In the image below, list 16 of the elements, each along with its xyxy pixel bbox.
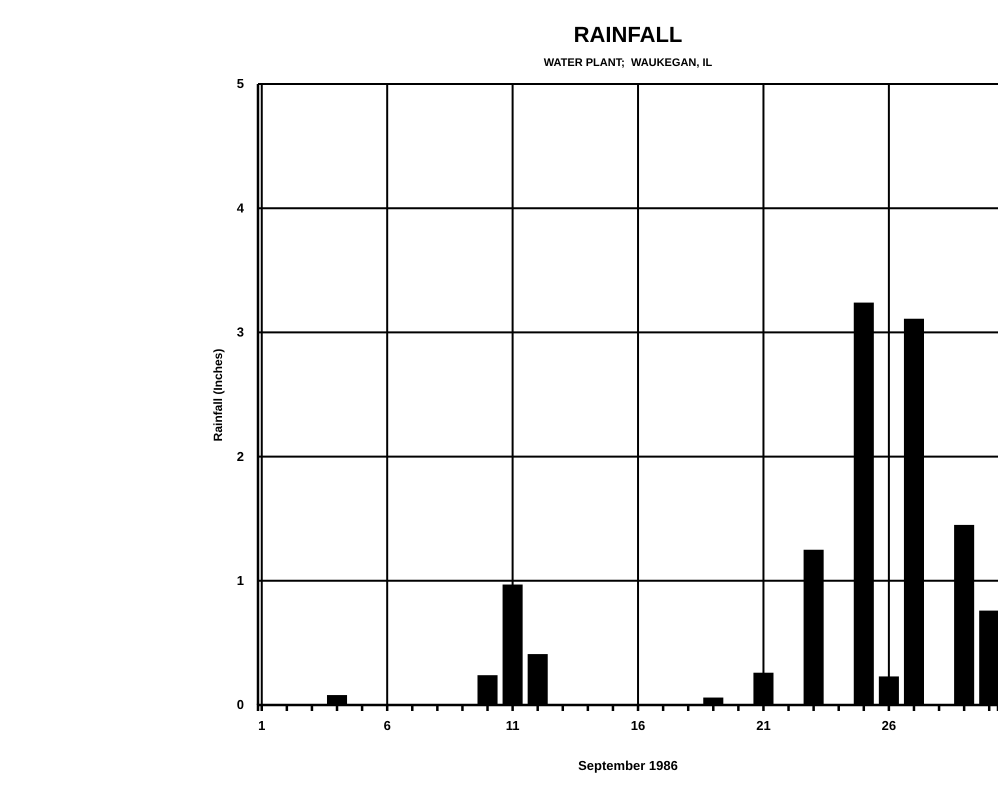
y-tick-label: 3	[236, 324, 244, 340]
x-axis-title: September 1986	[578, 758, 678, 773]
x-tick-label: 1	[258, 718, 266, 734]
y-axis-title: Rainfall (Inches)	[211, 348, 225, 442]
chart-title: RAINFALL	[574, 22, 682, 47]
x-tick-label: 6	[384, 718, 391, 734]
x-tick-label: 11	[506, 718, 520, 734]
y-tick-label: 1	[236, 572, 244, 588]
y-tick-label: 0	[236, 697, 244, 712]
y-tick-label: 2	[236, 448, 244, 464]
x-tick-label: 21	[756, 718, 771, 734]
x-tick-label: 16	[630, 718, 646, 734]
y-tick-label: 5	[236, 76, 244, 92]
y-tick-label: 4	[236, 200, 245, 216]
x-tick-label: 26	[882, 718, 896, 734]
chart-subtitle: WATER PLANT; WAUKEGAN, IL	[544, 57, 712, 69]
